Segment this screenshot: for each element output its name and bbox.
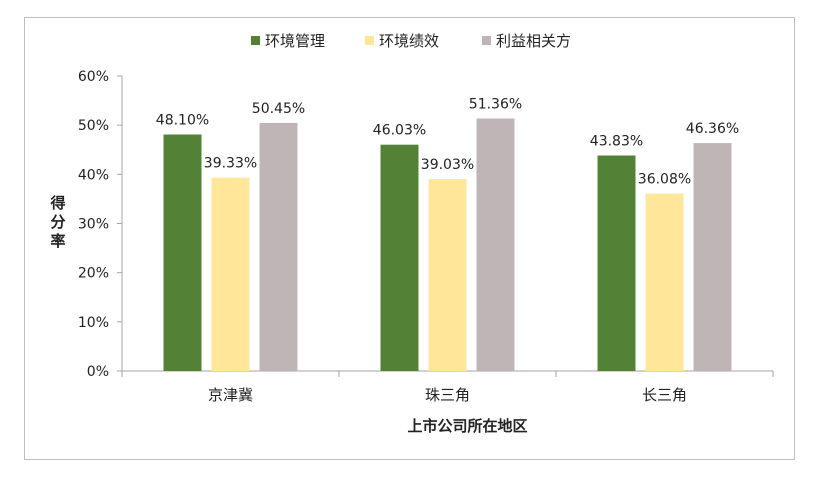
bar-2-1 <box>211 177 250 371</box>
data-label: 50.45% <box>252 101 305 117</box>
data-label: 36.08% <box>638 172 691 188</box>
bar-1-1 <box>163 134 202 371</box>
bar-1-3 <box>597 155 636 371</box>
data-label: 43.83% <box>590 134 643 150</box>
bar-2-2 <box>428 179 467 371</box>
legend-swatch-2 <box>365 36 374 45</box>
bar-3-3 <box>693 143 732 371</box>
legend-label-1: 环境管理 <box>265 32 325 50</box>
bar-3-1 <box>259 122 298 372</box>
bar-1-2 <box>380 144 419 371</box>
legend-swatch-1 <box>251 36 260 45</box>
y-tick-label: 60% <box>78 69 109 85</box>
x-tick-label: 京津冀 <box>208 386 253 404</box>
bar-3-2 <box>476 118 515 371</box>
data-label: 46.03% <box>373 123 426 139</box>
data-label: 39.03% <box>421 157 474 173</box>
data-label: 51.36% <box>469 96 522 112</box>
y-tick-label: 50% <box>78 118 109 134</box>
legend-label-2: 环境绩效 <box>379 32 439 50</box>
data-label: 39.33% <box>204 156 257 172</box>
y-tick-label: 40% <box>78 167 109 183</box>
legend-swatch-3 <box>482 36 491 45</box>
x-tick-label: 长三角 <box>642 386 687 404</box>
y-tick-label: 30% <box>78 217 109 233</box>
y-tick-label: 10% <box>78 315 109 331</box>
y-tick-label: 20% <box>78 266 109 282</box>
data-label: 48.10% <box>156 113 209 129</box>
x-tick-label: 珠三角 <box>425 386 470 404</box>
data-label: 46.36% <box>686 121 739 137</box>
y-axis-title: 得分率 <box>49 194 65 250</box>
bar-2-3 <box>645 193 684 371</box>
legend-label-3: 利益相关方 <box>496 32 571 50</box>
x-axis-title: 上市公司所在地区 <box>407 417 527 435</box>
y-tick-label: 0% <box>87 364 109 380</box>
